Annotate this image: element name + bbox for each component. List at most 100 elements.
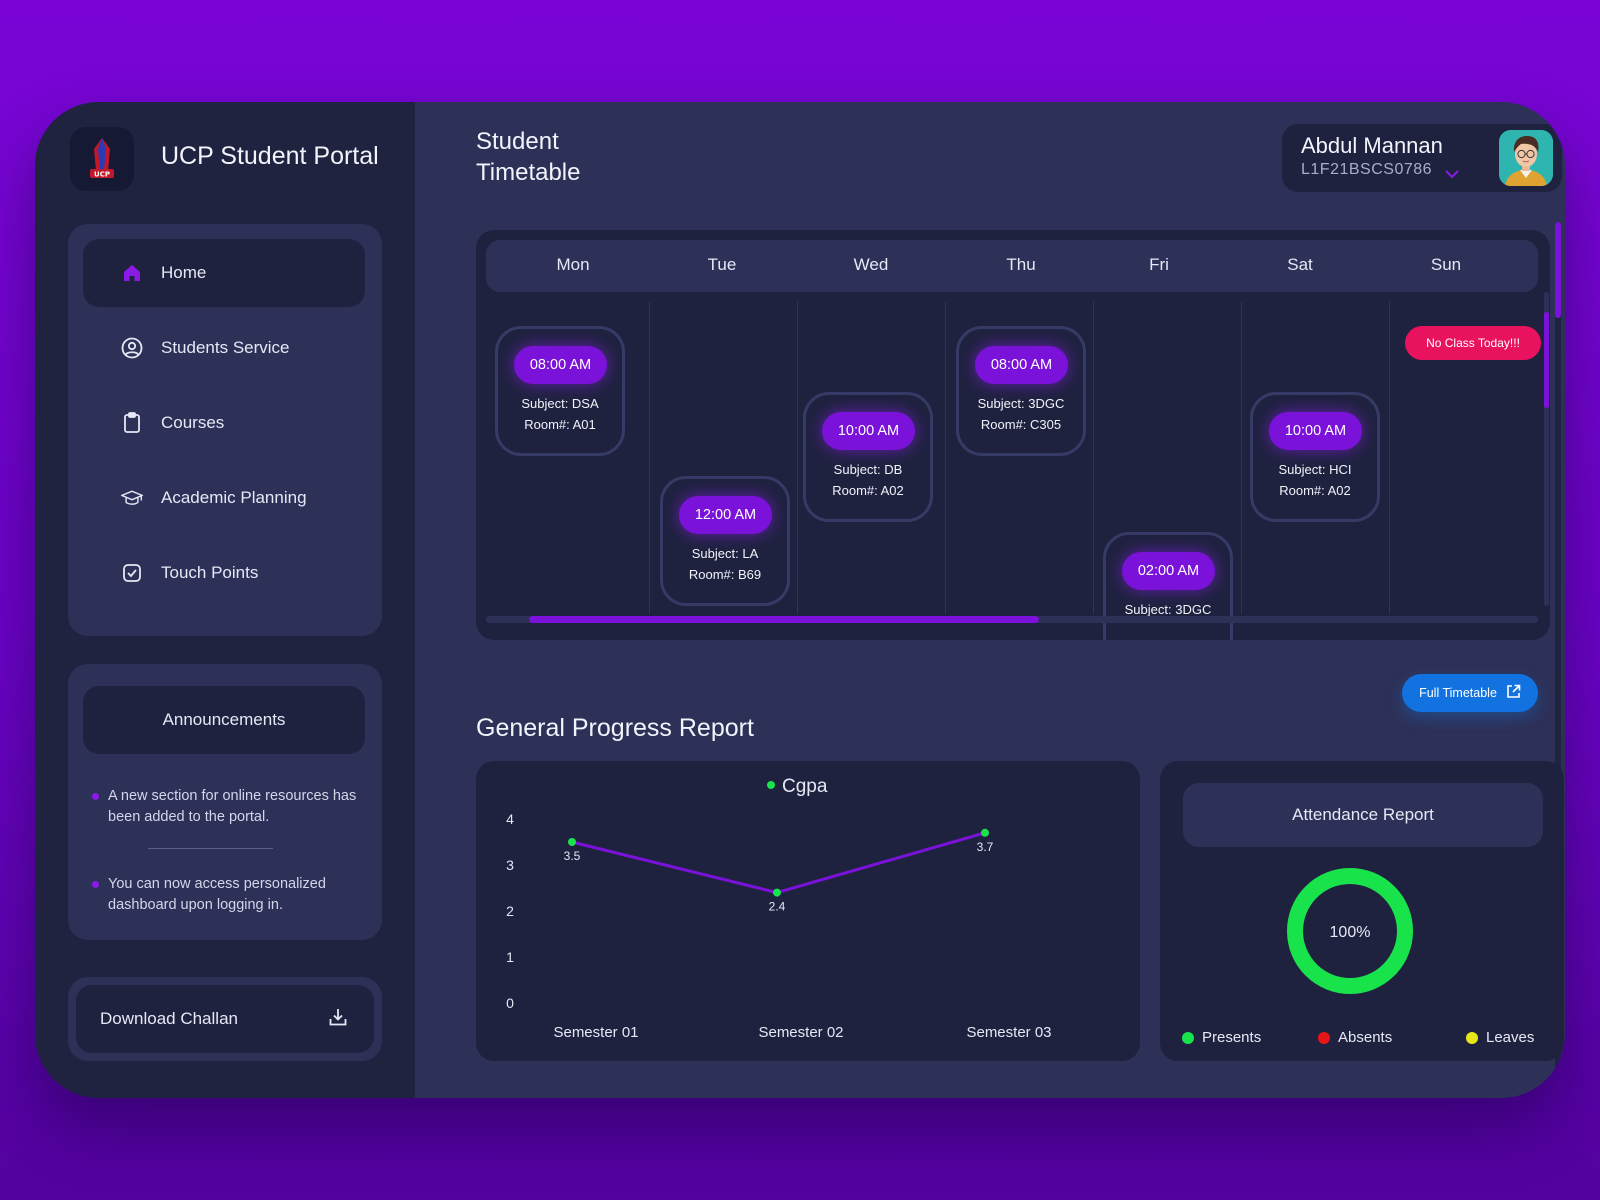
- class-time[interactable]: 08:00 AM: [975, 346, 1068, 384]
- user-id: L1F21BSCS0786: [1301, 161, 1433, 178]
- column-divider: [945, 302, 946, 614]
- class-room: Room#: A02: [832, 483, 904, 498]
- cgpa-data-label: 3.5: [564, 849, 581, 863]
- column-divider: [1093, 302, 1094, 614]
- x-tick-label: Semester 03: [966, 1024, 1051, 1041]
- cgpa-data-point: [568, 838, 576, 846]
- download-icon: [328, 1007, 348, 1032]
- legend-label: Absents: [1338, 1029, 1393, 1046]
- timetable-vertical-scroll-thumb[interactable]: [1544, 312, 1549, 408]
- column-divider: [797, 302, 798, 614]
- nav-panel: Home Students Service Courses Academic P…: [68, 224, 382, 636]
- column-divider: [1389, 302, 1390, 614]
- day-thu: Thu: [1006, 255, 1036, 274]
- sidebar-item-label: Students Service: [161, 338, 290, 357]
- class-card-wed[interactable]: 10:00 AM Subject: DB Room#: A02: [803, 392, 933, 522]
- download-challan-button[interactable]: Download Challan: [76, 985, 374, 1053]
- legend-label: Presents: [1202, 1029, 1262, 1046]
- cgpa-series-line: [571, 831, 986, 895]
- app-title: UCP Student Portal: [161, 142, 379, 170]
- day-sat: Sat: [1287, 255, 1313, 274]
- donut-presents-arc: [1287, 868, 1413, 994]
- day-mon: Mon: [556, 255, 590, 274]
- day-wed: Wed: [853, 255, 889, 274]
- legend-dot-icon: [1466, 1031, 1478, 1044]
- class-subject: Subject: LA: [691, 546, 759, 561]
- class-card-sat[interactable]: 10:00 AM Subject: HCI Room#: A02: [1250, 392, 1380, 522]
- portal-window: UCP UCP Student Portal Home Students Ser…: [35, 102, 1565, 1098]
- chevron-down-icon[interactable]: [1445, 166, 1459, 184]
- bullet-icon: [92, 881, 99, 888]
- legend-dot-icon: [1182, 1031, 1194, 1044]
- class-subject: Subject: HCI: [1278, 462, 1352, 477]
- x-tick-label: Semester 01: [553, 1024, 638, 1041]
- sidebar: UCP UCP Student Portal Home Students Ser…: [35, 102, 415, 1098]
- cgpa-chart: Cgpa 0 1 2 3 4 Semester 01 Semester 02 Semester …: [476, 761, 1140, 1061]
- cgpa-data-label: 3.7: [977, 840, 994, 854]
- sidebar-item-touch-points[interactable]: Touch Points: [83, 539, 365, 607]
- main-content: Student Timetable Abdul Mannan L1F21BSCS…: [415, 102, 1565, 1098]
- column-divider: [1241, 302, 1242, 614]
- class-time[interactable]: 12:00 AM: [679, 496, 772, 534]
- announcement-item: You can now access personalized dashboar…: [92, 874, 360, 916]
- sidebar-item-students-service[interactable]: Students Service: [83, 314, 365, 382]
- legend-dot-icon: [1318, 1031, 1330, 1044]
- ucp-logo: UCP: [70, 127, 134, 191]
- cgpa-chart-svg: Cgpa 0 1 2 3 4 Semester 01 Semester 02 Semester …: [506, 776, 1051, 1041]
- timetable-panel: Mon Tue Wed Thu Fri Sat Sun 08:00 AM Sub…: [476, 230, 1550, 640]
- legend-presents: Presents: [1182, 1029, 1261, 1046]
- user-circle-icon: [121, 337, 143, 359]
- user-profile-menu[interactable]: Abdul Mannan L1F21BSCS0786: [1282, 124, 1562, 192]
- user-name: Abdul Mannan: [1301, 133, 1443, 158]
- class-card-mon[interactable]: 08:00 AM Subject: DSA Room#: A01: [495, 326, 625, 456]
- cgpa-data-label: 2.4: [769, 900, 786, 914]
- attendance-title: Attendance Report: [1183, 783, 1543, 847]
- y-tick-label: 2: [506, 903, 514, 919]
- legend-absents: Absents: [1318, 1029, 1392, 1046]
- announcement-item: A new section for online resources has b…: [92, 786, 360, 828]
- class-time[interactable]: 10:00 AM: [822, 412, 915, 450]
- attendance-percent: 100%: [1330, 924, 1371, 941]
- clipboard-icon: [121, 412, 143, 434]
- page-vertical-scrollbar[interactable]: [1555, 222, 1561, 1080]
- avatar: [1499, 130, 1553, 186]
- y-tick-label: 4: [506, 811, 514, 827]
- no-class-badge: No Class Today!!!: [1405, 326, 1541, 360]
- class-subject: Subject: DB: [833, 462, 903, 477]
- day-fri: Fri: [1149, 255, 1169, 274]
- class-room: Room#: B69: [688, 567, 762, 582]
- sidebar-item-label: Courses: [161, 413, 225, 432]
- y-tick-label: 3: [506, 857, 514, 873]
- class-time[interactable]: 02:00 AM: [1122, 552, 1215, 590]
- class-subject: Subject: 3DGC: [1124, 602, 1212, 617]
- sidebar-item-courses[interactable]: Courses: [83, 389, 365, 457]
- x-tick-label: Semester 02: [758, 1024, 843, 1041]
- sidebar-item-home[interactable]: Home: [83, 239, 365, 307]
- timetable-vertical-scrollbar[interactable]: [1544, 292, 1549, 606]
- sidebar-item-academic-planning[interactable]: Academic Planning: [83, 464, 365, 532]
- class-time[interactable]: 08:00 AM: [514, 346, 607, 384]
- page-vertical-scroll-thumb[interactable]: [1555, 222, 1561, 318]
- y-tick-label: 1: [506, 949, 514, 965]
- class-card-fri[interactable]: 02:00 AM Subject: 3DGC: [1103, 532, 1233, 640]
- full-timetable-button[interactable]: Full Timetable: [1402, 674, 1538, 712]
- class-card-thu[interactable]: 08:00 AM Subject: 3DGC Room#: C305: [956, 326, 1086, 456]
- announcement-text: You can now access personalized dashboar…: [108, 876, 326, 913]
- bullet-icon: [92, 793, 99, 800]
- class-time[interactable]: 10:00 AM: [1269, 412, 1362, 450]
- timetable-day-header: Mon Tue Wed Thu Fri Sat Sun: [486, 240, 1538, 292]
- announcements-panel: Announcements A new section for online r…: [68, 664, 382, 940]
- sidebar-item-label: Home: [161, 263, 207, 282]
- class-room: Room#: C305: [980, 417, 1062, 432]
- legend-label-cgpa: Cgpa: [782, 776, 828, 797]
- column-divider: [649, 302, 650, 614]
- legend-dot-icon: [767, 781, 775, 789]
- horizontal-scrollbar[interactable]: [486, 616, 1538, 623]
- legend-label: Leaves: [1486, 1029, 1535, 1046]
- announcements-title: Announcements: [83, 686, 365, 754]
- home-icon: [121, 262, 143, 284]
- class-card-tue[interactable]: 12:00 AM Subject: LA Room#: B69: [660, 476, 790, 606]
- sidebar-item-label: Academic Planning: [161, 488, 307, 507]
- class-room: Room#: A01: [524, 417, 596, 432]
- horizontal-scroll-thumb[interactable]: [529, 616, 1039, 623]
